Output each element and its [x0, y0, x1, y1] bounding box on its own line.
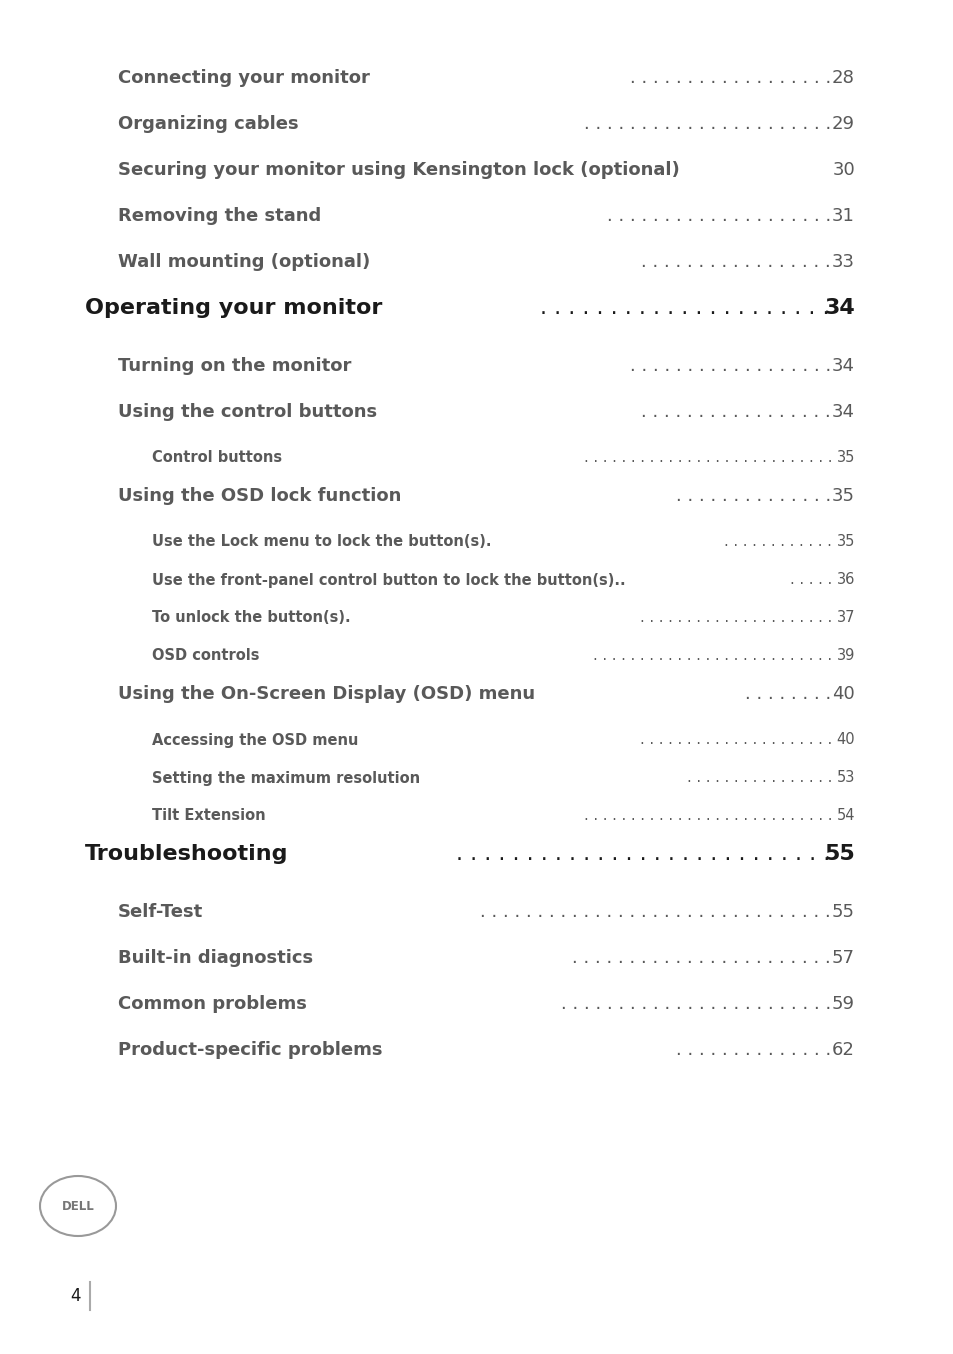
Text: . . . . . . . . . . . . . . . . . .: . . . . . . . . . . . . . . . . . .: [629, 357, 836, 375]
Text: 59: 59: [831, 995, 854, 1013]
Text: . . . . . . . . . . . . . . . . . . . . . . . . . .: . . . . . . . . . . . . . . . . . . . . …: [593, 649, 836, 663]
Text: 35: 35: [831, 487, 854, 505]
Text: 33: 33: [831, 253, 854, 271]
Text: To unlock the button(s).: To unlock the button(s).: [152, 611, 351, 626]
Text: . . . . . . . .: . . . . . . . .: [744, 685, 836, 703]
Text: 35: 35: [836, 451, 854, 466]
Text: Self-Test: Self-Test: [118, 903, 203, 921]
Text: 54: 54: [836, 808, 854, 823]
Text: 31: 31: [831, 207, 854, 225]
Text: 40: 40: [836, 733, 854, 747]
Text: Tilt Extension: Tilt Extension: [152, 808, 265, 823]
Text: Setting the maximum resolution: Setting the maximum resolution: [152, 770, 419, 785]
Text: 35: 35: [836, 535, 854, 550]
Text: Organizing cables: Organizing cables: [118, 115, 298, 133]
Text: . . . . . . . . . . . . . . . . . . . . .: . . . . . . . . . . . . . . . . . . . . …: [639, 611, 836, 626]
Text: . . . . . . . . . . . . . . . . . . . . .: . . . . . . . . . . . . . . . . . . . . …: [539, 298, 836, 318]
Text: . . . . . . . . . . . . . . . .: . . . . . . . . . . . . . . . .: [686, 770, 836, 785]
Text: 34: 34: [831, 403, 854, 421]
Text: 30: 30: [831, 161, 854, 179]
Text: 55: 55: [831, 903, 854, 921]
Text: 53: 53: [836, 770, 854, 785]
Text: Operating your monitor: Operating your monitor: [85, 298, 382, 318]
Text: Using the control buttons: Using the control buttons: [118, 403, 376, 421]
Text: DELL: DELL: [62, 1200, 94, 1212]
Text: Control buttons: Control buttons: [152, 451, 282, 466]
Text: 34: 34: [831, 357, 854, 375]
Text: . . . . . . . . . . . . . . . . . . . . . . . . . . .: . . . . . . . . . . . . . . . . . . . . …: [456, 844, 836, 864]
Text: Wall mounting (optional): Wall mounting (optional): [118, 253, 370, 271]
Text: Connecting your monitor: Connecting your monitor: [118, 69, 370, 87]
Text: 55: 55: [823, 844, 854, 864]
Text: . . . . . . . . . . . .: . . . . . . . . . . . .: [723, 535, 836, 550]
Text: . . . . . . . . . . . . . . . . . . . . .: . . . . . . . . . . . . . . . . . . . . …: [639, 733, 836, 747]
Text: Common problems: Common problems: [118, 995, 307, 1013]
Text: 57: 57: [831, 949, 854, 967]
Text: . . . . . . . . . . . . . . . . . . . . . . . . . . .: . . . . . . . . . . . . . . . . . . . . …: [583, 451, 836, 466]
Text: . . . . . . . . . . . . . .: . . . . . . . . . . . . . .: [676, 487, 836, 505]
Text: 62: 62: [831, 1041, 854, 1059]
Text: . . . . . . . . . . . . . .: . . . . . . . . . . . . . .: [676, 1041, 836, 1059]
Text: Removing the stand: Removing the stand: [118, 207, 321, 225]
Text: . . . . . . . . . . . . . . . . . . . . . . . . . . . . . . .: . . . . . . . . . . . . . . . . . . . . …: [480, 903, 836, 921]
Text: Using the OSD lock function: Using the OSD lock function: [118, 487, 401, 505]
Text: Use the front-panel control button to lock the button(s)..: Use the front-panel control button to lo…: [152, 573, 625, 588]
Text: . . . . .: . . . . .: [789, 573, 836, 588]
Text: 37: 37: [836, 611, 854, 626]
Text: 36: 36: [836, 573, 854, 588]
Text: . . . . . . . . . . . . . . . . . . . . . . . .: . . . . . . . . . . . . . . . . . . . . …: [560, 995, 836, 1013]
Text: Accessing the OSD menu: Accessing the OSD menu: [152, 733, 358, 747]
Text: . . . . . . . . . . . . . . . . . . . .: . . . . . . . . . . . . . . . . . . . .: [606, 207, 836, 225]
Text: Troubleshooting: Troubleshooting: [85, 844, 288, 864]
Text: 28: 28: [831, 69, 854, 87]
Text: 29: 29: [831, 115, 854, 133]
Text: Product-specific problems: Product-specific problems: [118, 1041, 382, 1059]
Text: Use the Lock menu to lock the button(s).: Use the Lock menu to lock the button(s).: [152, 535, 491, 550]
Text: OSD controls: OSD controls: [152, 649, 259, 663]
Text: . . . . . . . . . . . . . . . . . . . . . . . . . . .: . . . . . . . . . . . . . . . . . . . . …: [583, 808, 836, 823]
Text: Using the On-Screen Display (OSD) menu: Using the On-Screen Display (OSD) menu: [118, 685, 535, 703]
Text: Securing your monitor using Kensington lock (optional): Securing your monitor using Kensington l…: [118, 161, 679, 179]
Text: . . . . . . . . . . . . . . . . . . . . . .: . . . . . . . . . . . . . . . . . . . . …: [583, 115, 836, 133]
Text: . . . . . . . . . . . . . . . . .: . . . . . . . . . . . . . . . . .: [640, 253, 836, 271]
Text: . . . . . . . . . . . . . . . . .: . . . . . . . . . . . . . . . . .: [640, 403, 836, 421]
Text: . . . . . . . . . . . . . . . . . . . . . . .: . . . . . . . . . . . . . . . . . . . . …: [572, 949, 836, 967]
Text: Built-in diagnostics: Built-in diagnostics: [118, 949, 313, 967]
Text: 39: 39: [836, 649, 854, 663]
Text: 4: 4: [70, 1288, 80, 1305]
Text: Turning on the monitor: Turning on the monitor: [118, 357, 351, 375]
Text: . . . . . . . . . . . . . . . . . .: . . . . . . . . . . . . . . . . . .: [629, 69, 836, 87]
Text: 34: 34: [823, 298, 854, 318]
Text: 40: 40: [831, 685, 854, 703]
